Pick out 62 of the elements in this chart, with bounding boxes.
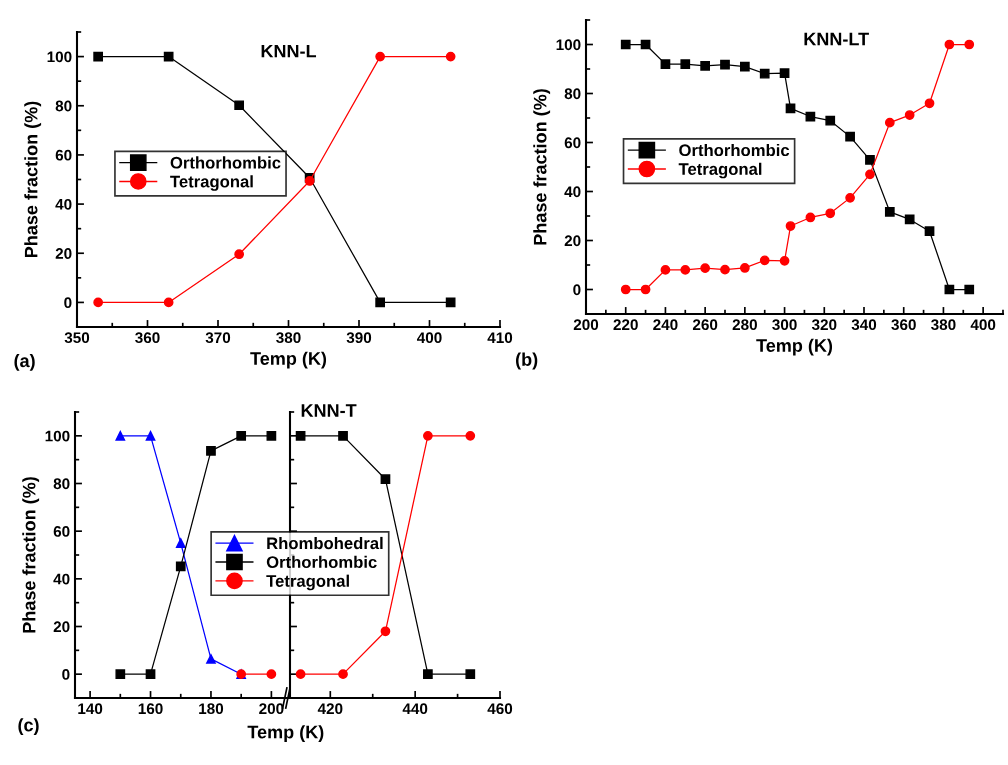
y-tick-label: 60 <box>564 137 581 149</box>
text: KNN-LT <box>804 32 869 46</box>
text: (a) <box>14 353 35 371</box>
x-tick-label: 400 <box>416 332 442 344</box>
x-tick-label: 220 <box>613 319 638 331</box>
legend-label: Orthorhombic <box>170 156 281 169</box>
x-tick-label: 140 <box>78 703 103 715</box>
y-axis-title: Phase fraction (%) <box>22 477 40 633</box>
text: (c) <box>18 718 39 736</box>
x-tick-label: 280 <box>732 319 757 331</box>
chart-title: KNN-T <box>301 404 357 417</box>
y-tick-label: 100 <box>556 39 581 51</box>
legend-label: Tetragonal <box>170 175 253 191</box>
y-axis-title: Phase fraction (%) <box>24 101 42 258</box>
y-tick-label: 60 <box>55 149 72 161</box>
y-tick-label: 20 <box>53 621 70 633</box>
x-axis-title: Temp (K) <box>247 725 324 742</box>
x-tick-label: 360 <box>135 332 160 344</box>
y-tick-label: 80 <box>564 88 581 100</box>
x-tick-label: 320 <box>811 319 837 331</box>
x-tick-label: 380 <box>276 332 301 344</box>
x-tick-label: 300 <box>772 319 797 331</box>
y-axis-title: Phase fraction (%) <box>533 89 551 245</box>
x-tick-label: 240 <box>653 319 678 331</box>
y-tick-label: 20 <box>564 235 581 247</box>
x-tick-label: 180 <box>199 703 224 715</box>
x-tick-label: 260 <box>692 319 718 331</box>
y-tick-label: 40 <box>55 198 72 210</box>
y-tick-label: 80 <box>53 478 70 490</box>
y-tick-label: 0 <box>573 284 581 296</box>
x-axis-title: Temp (K) <box>756 338 833 356</box>
legend-label: Tetragonal <box>266 574 349 591</box>
y-tick-label: 100 <box>47 51 72 63</box>
y-tick-label: 0 <box>62 669 70 680</box>
x-tick-label: 340 <box>851 319 877 331</box>
x-tick-label: 390 <box>346 332 372 344</box>
legend-label: Tetragonal <box>678 162 762 179</box>
y-tick-label: 20 <box>55 248 72 259</box>
x-tick-label: 440 <box>402 703 428 715</box>
y-tick-label: 40 <box>564 186 581 198</box>
x-tick-label: 200 <box>573 319 599 331</box>
x-tick-label: 380 <box>931 319 956 331</box>
x-tick-label: 460 <box>487 703 513 715</box>
x-tick-label: 360 <box>891 319 916 331</box>
y-tick-label: 100 <box>45 430 70 442</box>
legend-label: Orthorhombic <box>679 143 790 157</box>
y-tick-label: 80 <box>55 100 72 112</box>
x-tick-label: 410 <box>487 332 513 344</box>
text: (b) <box>516 352 538 370</box>
y-tick-label: 0 <box>64 297 72 309</box>
legend-label: Orthorhombic <box>266 555 377 569</box>
x-tick-label: 370 <box>205 332 231 344</box>
text: KNN-L <box>261 44 317 58</box>
x-tick-label: 200 <box>259 703 284 715</box>
legend-label: Rhombohedral <box>267 536 383 550</box>
x-tick-label: 350 <box>64 332 90 344</box>
x-tick-label: 420 <box>317 703 343 715</box>
x-tick-label: 160 <box>138 703 163 715</box>
x-axis-title: Temp (K) <box>250 351 327 369</box>
y-tick-label: 40 <box>53 573 70 585</box>
x-tick-label: 400 <box>970 319 996 331</box>
y-tick-label: 60 <box>53 526 70 537</box>
